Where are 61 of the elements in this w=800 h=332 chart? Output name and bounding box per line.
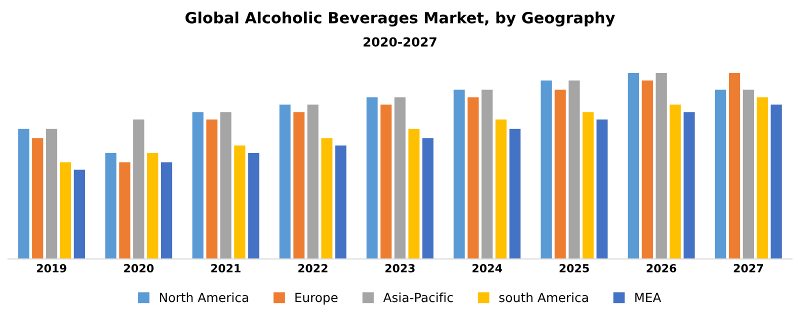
bar [422,138,434,259]
bar [105,152,116,259]
bar [670,104,681,259]
bar [335,146,346,259]
x-tick-label: 2023 [385,264,415,272]
bar [684,112,695,259]
bar [554,90,566,259]
legend-label: North America [160,292,248,302]
x-tick-label: 2025 [560,264,589,272]
bar [160,162,172,259]
bar [133,120,144,259]
bar [60,162,72,259]
bar [454,90,465,259]
x-tick-label: 2019 [36,264,66,272]
bar [742,90,754,259]
bar [32,138,44,259]
legend-label: MEA [635,292,662,302]
bar [714,90,726,259]
bar [408,128,420,259]
bar [582,112,594,259]
legend-label: Europe [295,292,338,305]
bar [307,104,318,259]
bar [656,73,667,259]
x-tick-label: 2022 [298,264,328,272]
bar [279,104,291,259]
bar [540,80,552,259]
bar [380,104,392,259]
bar [119,162,130,259]
bar [293,112,305,259]
bar [482,90,493,259]
bar [642,80,653,259]
bar [728,73,740,259]
bar [18,128,30,259]
bar [628,73,640,259]
bar [756,97,768,259]
bar [568,80,580,259]
legend-label: Asia-Pacific [383,292,453,302]
bar [147,152,158,259]
chart-title: Global Alcoholic Beverages Market, by Geography [185,12,615,27]
bar [321,138,332,259]
bar [248,152,260,259]
bar [495,120,507,259]
bar [770,104,782,259]
bar [509,128,521,259]
x-tick-label: 2026 [646,264,676,272]
chart-subtitle: 2020-2027 [364,37,436,47]
bar [234,146,246,259]
bar [596,120,608,259]
x-tick-label: 2020 [124,264,154,272]
bar [74,170,86,259]
x-tick-label: 2021 [211,264,240,272]
legend-label: south America [499,292,588,302]
bar [468,97,479,259]
bar [366,97,378,259]
bar [192,112,204,259]
bar [206,120,218,259]
bar [394,97,406,259]
x-tick-label: 2024 [472,264,502,272]
bar [46,128,58,259]
x-tick-label: 2027 [734,264,764,272]
bar [220,112,232,259]
